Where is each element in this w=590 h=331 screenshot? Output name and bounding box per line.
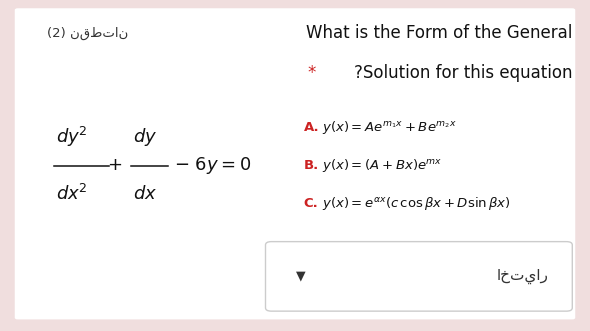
- Text: What is the Form of the General: What is the Form of the General: [306, 24, 572, 42]
- Text: ▼: ▼: [296, 270, 306, 283]
- Text: $y(x) = e^{\alpha x}(c\,\cos\beta x + D\sin\beta x)$: $y(x) = e^{\alpha x}(c\,\cos\beta x + D\…: [322, 195, 510, 212]
- Text: C.: C.: [304, 197, 319, 210]
- Text: B.: B.: [304, 159, 319, 172]
- Text: ?Solution for this equation: ?Solution for this equation: [354, 64, 572, 82]
- Text: $-\ 6y = 0$: $-\ 6y = 0$: [174, 155, 251, 176]
- Text: *: *: [308, 64, 322, 82]
- Text: $y(x) = Ae^{m_1 x} + Be^{m_2 x}$: $y(x) = Ae^{m_1 x} + Be^{m_2 x}$: [322, 119, 456, 136]
- Text: A.: A.: [304, 121, 319, 134]
- Text: (2) نقطتان: (2) نقطتان: [47, 26, 129, 40]
- Text: اختيار: اختيار: [497, 269, 549, 284]
- Text: $+$: $+$: [107, 157, 123, 174]
- Text: $y(x) = (A + Bx)e^{mx}$: $y(x) = (A + Bx)e^{mx}$: [322, 157, 442, 174]
- FancyBboxPatch shape: [266, 242, 572, 311]
- Text: $dy$: $dy$: [133, 126, 157, 148]
- FancyBboxPatch shape: [15, 8, 575, 319]
- Text: $dx^2$: $dx^2$: [56, 184, 88, 204]
- Text: $dx$: $dx$: [133, 185, 157, 203]
- Text: $dy^2$: $dy^2$: [56, 125, 88, 149]
